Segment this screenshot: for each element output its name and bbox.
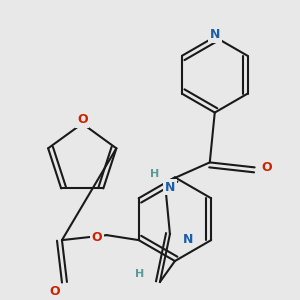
Text: N: N [183, 232, 193, 246]
Text: H: H [135, 269, 145, 279]
Text: H: H [150, 169, 160, 179]
Text: N: N [210, 28, 220, 41]
Text: O: O [50, 285, 60, 298]
Text: N: N [165, 181, 175, 194]
Text: O: O [92, 231, 102, 244]
Text: O: O [77, 113, 88, 126]
Text: O: O [261, 161, 272, 174]
